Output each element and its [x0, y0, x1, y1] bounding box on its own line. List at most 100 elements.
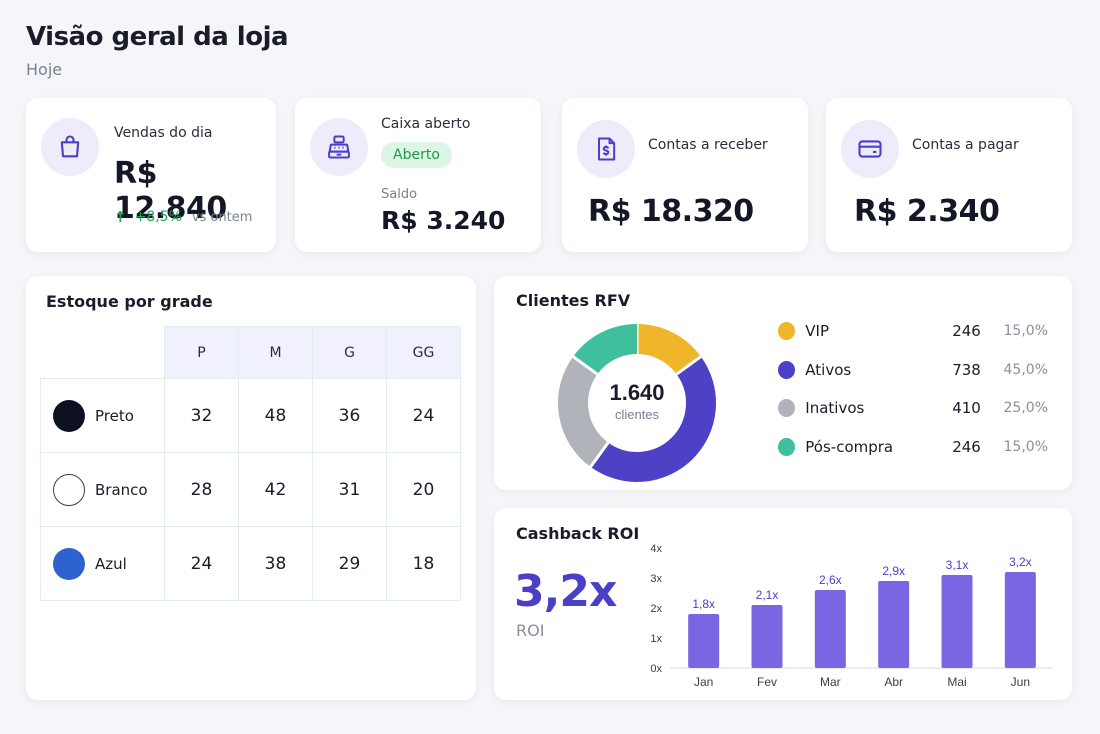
- status-badge: Aberto: [381, 142, 452, 168]
- rfv-donut-chart: 1.640 clientes: [558, 324, 716, 482]
- roi-label: ROI: [516, 621, 545, 640]
- card-title: Estoque por grade: [46, 292, 213, 311]
- x-tick-label: Jun: [1011, 675, 1030, 689]
- donut-separator: [572, 355, 599, 376]
- legend-name: VIP: [805, 322, 830, 340]
- legend-name: Inativos: [805, 399, 865, 417]
- page-subtitle: Hoje: [26, 60, 63, 79]
- size-header: M: [238, 326, 313, 379]
- kpi-card-vendas[interactable]: Vendas do dia R$ 12.840 ↑ +8,5% vs ontem: [26, 98, 276, 252]
- color-cell: Preto: [40, 378, 165, 453]
- x-tick-label: Jan: [694, 675, 713, 689]
- bar-value-label: 3,2x: [1009, 555, 1032, 569]
- legend-pct: 45,0%: [1003, 362, 1048, 378]
- color-cell: Azul: [40, 526, 165, 601]
- color-swatch: [53, 473, 85, 506]
- legend-name: Ativos: [805, 361, 852, 379]
- kpi-card-receber[interactable]: Contas a receber R$ 18.320: [562, 98, 808, 252]
- cash-register-icon: [310, 118, 368, 176]
- bar-abr: [878, 581, 910, 668]
- donut-total: 1.640: [609, 380, 664, 405]
- estoque-card: Estoque por grade P M G GG Preto 32 48 3…: [26, 276, 476, 700]
- x-tick-label: Abr: [884, 675, 903, 689]
- legend-item-inativos[interactable]: Inativos 410 25,0%: [778, 399, 1048, 417]
- page-header: Visão geral da loja Hoje: [26, 22, 289, 79]
- legend-dot: [778, 438, 796, 456]
- bar-jun: [1004, 572, 1036, 668]
- bar-value-label: 1,8x: [692, 597, 715, 611]
- stock-cell[interactable]: 24: [386, 378, 461, 453]
- color-swatch: [53, 399, 85, 432]
- page-title: Visão geral da loja: [26, 22, 289, 52]
- legend-item-vip[interactable]: VIP 246 15,0%: [778, 322, 1048, 340]
- size-header: G: [312, 326, 387, 379]
- stock-cell[interactable]: 18: [386, 526, 461, 601]
- donut-separator: [675, 355, 702, 376]
- color-name: Azul: [95, 554, 127, 573]
- legend-count: 738: [952, 361, 981, 379]
- arrow-up-icon: ↑: [114, 208, 127, 226]
- donut-segment-inativos[interactable]: [558, 356, 609, 467]
- size-header: GG: [386, 326, 461, 379]
- legend-count: 246: [952, 438, 981, 456]
- rfv-card: Clientes RFV 1.640 clientes VIP 246 15,0…: [494, 276, 1072, 490]
- stock-cell[interactable]: 28: [164, 452, 239, 527]
- bar-value-label: 2,9x: [882, 564, 905, 578]
- card-title: Cashback ROI: [516, 524, 640, 543]
- kpi-value: R$ 2.340: [854, 194, 1000, 229]
- legend-pct: 15,0%: [1003, 439, 1048, 455]
- legend-pct: 25,0%: [1003, 400, 1048, 416]
- kpi-label: Contas a pagar: [912, 137, 1019, 153]
- kpi-card-pagar[interactable]: Contas a pagar R$ 2.340: [826, 98, 1072, 252]
- kpi-card-caixa[interactable]: Caixa aberto Aberto Saldo R$ 3.240: [295, 98, 541, 252]
- legend-pct: 15,0%: [1003, 323, 1048, 339]
- stock-cell[interactable]: 48: [238, 378, 313, 453]
- donut-segment-p-s-compra[interactable]: [573, 324, 638, 375]
- legend-count: 246: [952, 322, 981, 340]
- cashback-roi-bar-chart: 0x 1x 2x 3x 4x 1,8x Jan 2,1x Fev 2,6x Mar 2,9x Abr 3,…: [650, 543, 1052, 689]
- table-row: Azul 24 38 29 18: [40, 526, 461, 601]
- shopping-bag-icon: [41, 118, 99, 176]
- donut-segment-ativos[interactable]: [590, 356, 716, 482]
- bar-mar: [814, 590, 846, 668]
- color-name: Branco: [95, 480, 148, 499]
- legend-item-ativos[interactable]: Ativos 738 45,0%: [778, 361, 1048, 379]
- legend-count: 410: [952, 399, 981, 417]
- stock-cell[interactable]: 42: [238, 452, 313, 527]
- donut-segment-vip[interactable]: [636, 324, 701, 375]
- invoice-dollar-icon: [577, 120, 635, 178]
- donut-total-label: clientes: [615, 407, 660, 422]
- stock-cell[interactable]: 24: [164, 526, 239, 601]
- stock-grid: P M G GG Preto 32 48 36 24 Branco 28: [40, 326, 461, 601]
- kpi-label: Contas a receber: [648, 137, 768, 153]
- kpi-delta: ↑ +8,5% vs ontem: [114, 208, 252, 226]
- y-tick-label: 2x: [650, 603, 662, 615]
- kpi-value: R$ 12.840: [114, 156, 227, 226]
- bar-fev: [751, 605, 783, 668]
- stock-cell[interactable]: 36: [312, 378, 387, 453]
- saldo-value: R$ 3.240: [381, 206, 506, 235]
- bar-value-label: 2,1x: [756, 588, 779, 602]
- legend-name: Pós-compra: [805, 438, 894, 456]
- color-cell: Branco: [40, 452, 165, 527]
- x-tick-label: Fev: [757, 675, 777, 689]
- bar-value-label: 3,1x: [946, 558, 969, 572]
- bar-mai: [941, 575, 973, 668]
- card-title: Clientes RFV: [516, 291, 631, 310]
- bar-value-label: 2,6x: [819, 573, 842, 587]
- saldo-label: Saldo: [381, 187, 418, 202]
- grid-corner: [40, 326, 165, 379]
- table-row: Branco 28 42 31 20: [40, 452, 461, 527]
- stock-cell[interactable]: 20: [386, 452, 461, 527]
- cashback-card: Cashback ROI 3,2x ROI 0x 1x 2x 3x 4x 1,8x Jan 2…: [494, 508, 1072, 700]
- stock-cell[interactable]: 32: [164, 378, 239, 453]
- y-tick-label: 4x: [650, 543, 662, 555]
- y-tick-label: 1x: [650, 633, 662, 645]
- color-swatch: [53, 547, 85, 580]
- stock-cell[interactable]: 31: [312, 452, 387, 527]
- stock-cell[interactable]: 38: [238, 526, 313, 601]
- donut-separator: [589, 441, 610, 468]
- stock-cell[interactable]: 29: [312, 526, 387, 601]
- legend-item-pos-compra[interactable]: Pós-compra 246 15,0%: [778, 438, 1048, 456]
- roi-value: 3,2x: [514, 566, 617, 617]
